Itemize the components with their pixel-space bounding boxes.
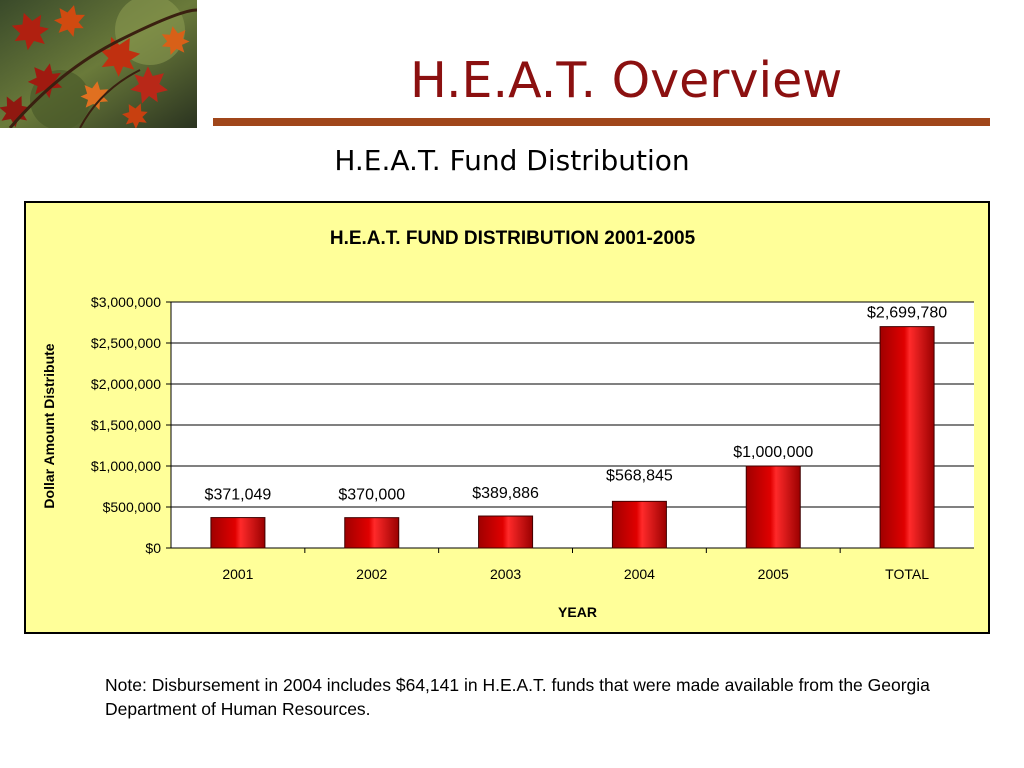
maple-leaf	[100, 36, 141, 77]
y-tick-label: $0	[145, 540, 161, 556]
chart-title: H.E.A.T. FUND DISTRIBUTION 2001-2005	[330, 228, 696, 249]
bar	[879, 326, 935, 549]
maple-leaf	[80, 81, 109, 111]
slide-subtitle: H.E.A.T. Fund Distribution	[334, 144, 690, 177]
y-tick-label: $500,000	[103, 499, 162, 515]
y-tick-label: $1,000,000	[91, 458, 161, 474]
maple-leaf	[27, 63, 63, 99]
data-label: $2,699,780	[867, 305, 947, 322]
y-axis-label: Dollar Amount Distribute	[41, 343, 57, 508]
maple-leaf	[11, 12, 49, 51]
footnote: Note: Disbursement in 2004 includes $64,…	[105, 675, 930, 719]
data-label: $568,845	[606, 467, 673, 484]
x-tick-label: 2002	[356, 566, 387, 582]
autumn-leaves-photo	[0, 0, 197, 128]
bar	[478, 515, 534, 549]
slide-title: H.E.A.T. Overview	[410, 52, 843, 109]
data-label: $370,000	[338, 487, 405, 504]
maple-leaf	[0, 96, 31, 128]
x-tick-label: 2004	[624, 566, 655, 582]
bar-chart: H.E.A.T. FUND DISTRIBUTION 2001-2005 $0 $5…	[41, 228, 974, 620]
x-tick-label: TOTAL	[885, 566, 929, 582]
data-label: $389,886	[472, 485, 539, 502]
bar	[745, 465, 801, 549]
x-axis-label: YEAR	[558, 604, 597, 620]
y-tick-label: $3,000,000	[91, 294, 161, 310]
title-divider	[213, 118, 990, 126]
maple-leaf	[161, 26, 190, 56]
x-tick-label: 2005	[758, 566, 789, 582]
bar	[344, 517, 400, 549]
y-tick-label: $2,500,000	[91, 335, 161, 351]
maple-leaf	[122, 103, 148, 128]
y-tick-label: $1,500,000	[91, 417, 161, 433]
maple-leaf	[130, 66, 168, 104]
x-tick-label: 2001	[222, 566, 253, 582]
bar	[210, 517, 266, 549]
data-label: $1,000,000	[733, 444, 813, 461]
data-label: $371,049	[205, 487, 272, 504]
chart-container: H.E.A.T. FUND DISTRIBUTION 2001-2005 $0 $5…	[24, 201, 990, 634]
y-tick-label: $2,000,000	[91, 376, 161, 392]
x-tick-label: 2003	[490, 566, 521, 582]
maple-leaf	[53, 5, 86, 37]
bar	[611, 500, 667, 549]
